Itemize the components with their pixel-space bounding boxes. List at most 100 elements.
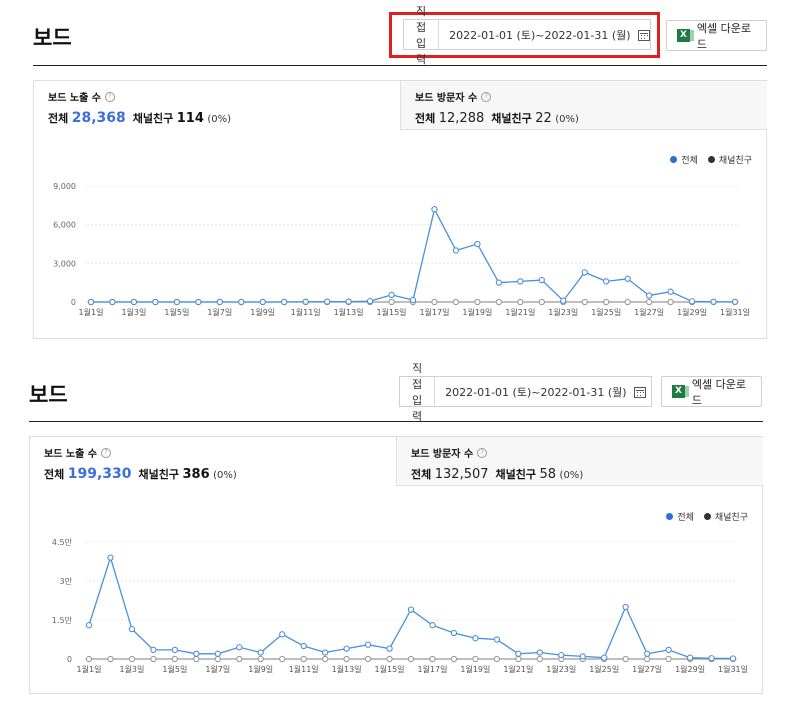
data-point xyxy=(236,644,243,651)
help-icon[interactable]: ? xyxy=(481,91,492,102)
data-point xyxy=(171,655,179,663)
data-point xyxy=(366,297,374,305)
x-tick-label: 1월7일 xyxy=(205,664,230,674)
data-point xyxy=(536,655,543,663)
data-point xyxy=(517,278,524,285)
tab-board-impressions[interactable]: 보드 노출 수? 전체 28,368 채널친구 114 (0%) xyxy=(34,81,400,130)
x-tick-label: 1월17일 xyxy=(419,307,449,317)
data-point xyxy=(536,649,543,656)
data-point xyxy=(729,655,737,662)
data-point xyxy=(431,206,438,213)
data-point xyxy=(300,655,307,663)
data-point xyxy=(300,642,307,650)
total-value: 199,330 xyxy=(67,466,132,482)
data-point xyxy=(128,625,136,633)
data-point xyxy=(259,298,266,306)
data-point xyxy=(107,554,114,561)
calendar-icon[interactable] xyxy=(638,30,651,41)
tab-label: 보드 방문자 수 xyxy=(411,449,474,460)
date-range-text[interactable]: 2022-01-01 (토)~2022-01-31 (월) xyxy=(435,384,654,400)
board-panel-1: 보드 직접 입력 2022-01-01 (토)~2022-01-31 (월) X… xyxy=(0,0,800,350)
data-point xyxy=(603,278,610,285)
data-point xyxy=(493,655,501,663)
data-point xyxy=(622,603,629,611)
x-tick-label: 1월17일 xyxy=(417,664,447,674)
data-point xyxy=(450,629,458,637)
excel-download-button[interactable]: X 엑셀 다운로드 xyxy=(661,376,762,407)
total-value: 28,368 xyxy=(71,110,126,126)
friend-pct: (0%) xyxy=(207,114,232,125)
data-point xyxy=(407,655,415,663)
x-tick-label: 1월13일 xyxy=(334,307,364,317)
data-point xyxy=(429,622,436,629)
date-mode-select[interactable]: 직접 입력 xyxy=(404,5,440,66)
data-point xyxy=(515,655,522,663)
date-range-text[interactable]: 2022-01-01 (토)~2022-01-31 (월) xyxy=(439,27,658,43)
tab-board-visitors[interactable]: 보드 방문자 수? 전체 132,507 채널친구 58 (0%) xyxy=(396,437,763,486)
data-point xyxy=(386,645,393,652)
x-tick-label: 1월1일 xyxy=(79,307,104,317)
data-point xyxy=(431,298,438,306)
data-point xyxy=(710,298,717,305)
chart-legend: 전체 채널친구 xyxy=(670,153,752,166)
data-point xyxy=(279,631,286,638)
excel-download-label: 엑셀 다운로드 xyxy=(691,377,746,407)
data-point xyxy=(409,296,417,304)
x-tick-label: 1월23일 xyxy=(546,664,576,674)
chart-legend: 전체 채널친구 xyxy=(666,510,748,523)
total-label: 전체 xyxy=(44,468,65,481)
data-point xyxy=(364,641,372,648)
x-tick-label: 1월25일 xyxy=(591,307,621,317)
x-tick-label: 1월29일 xyxy=(677,307,707,317)
data-point xyxy=(193,650,200,657)
data-point xyxy=(128,655,136,663)
help-icon[interactable]: ? xyxy=(104,91,115,102)
data-point xyxy=(323,298,331,305)
data-point xyxy=(517,298,524,306)
data-point xyxy=(150,655,157,663)
data-point xyxy=(515,650,522,657)
tab-board-impressions[interactable]: 보드 노출 수? 전체 199,330 채널친구 386 (0%) xyxy=(30,437,396,486)
data-point xyxy=(429,655,436,663)
data-point xyxy=(601,654,608,661)
calendar-icon[interactable] xyxy=(634,387,647,398)
y-tick-label: 3만 xyxy=(60,577,73,586)
x-tick-label: 1월11일 xyxy=(289,664,319,674)
excel-icon: X xyxy=(677,29,694,42)
total-label: 전체 xyxy=(415,112,436,125)
data-point xyxy=(688,298,696,305)
help-icon[interactable]: ? xyxy=(477,447,488,458)
data-point xyxy=(345,298,352,305)
data-point xyxy=(216,298,223,306)
date-mode-select[interactable]: 직접 입력 xyxy=(400,362,436,423)
data-point xyxy=(665,646,672,654)
data-point xyxy=(643,650,651,657)
x-tick-label: 1월13일 xyxy=(332,664,362,674)
data-point xyxy=(195,298,202,306)
data-point xyxy=(87,298,95,306)
x-tick-label: 1월31일 xyxy=(720,307,750,317)
x-tick-label: 1월27일 xyxy=(634,307,664,317)
x-tick-label: 1월23일 xyxy=(548,307,578,317)
date-range-picker[interactable]: 직접 입력 2022-01-01 (토)~2022-01-31 (월) xyxy=(399,362,654,423)
y-tick-label: 1.5만 xyxy=(52,616,73,625)
legend-label-friends: 채널친구 xyxy=(714,513,748,523)
x-tick-label: 1월5일 xyxy=(164,307,189,317)
excel-download-button[interactable]: X 엑셀 다운로드 xyxy=(666,20,767,51)
data-point xyxy=(173,298,181,306)
x-tick-label: 1월7일 xyxy=(207,307,232,317)
x-tick-label: 1월25일 xyxy=(589,664,619,674)
data-point xyxy=(109,298,116,306)
data-point xyxy=(321,655,329,663)
data-point xyxy=(214,650,221,657)
tab-label: 보드 방문자 수 xyxy=(415,93,478,104)
data-point xyxy=(538,276,545,284)
tab-board-visitors[interactable]: 보드 방문자 수? 전체 12,288 채널친구 22 (0%) xyxy=(400,81,767,130)
help-icon[interactable]: ? xyxy=(100,447,111,458)
series-line xyxy=(91,207,736,303)
legend-dot-friends xyxy=(703,513,711,520)
data-point xyxy=(452,298,460,306)
date-range-picker[interactable]: 직접 입력 2022-01-01 (토)~2022-01-31 (월) xyxy=(403,5,651,66)
data-point xyxy=(686,654,694,661)
x-tick-label: 1월19일 xyxy=(460,664,490,674)
